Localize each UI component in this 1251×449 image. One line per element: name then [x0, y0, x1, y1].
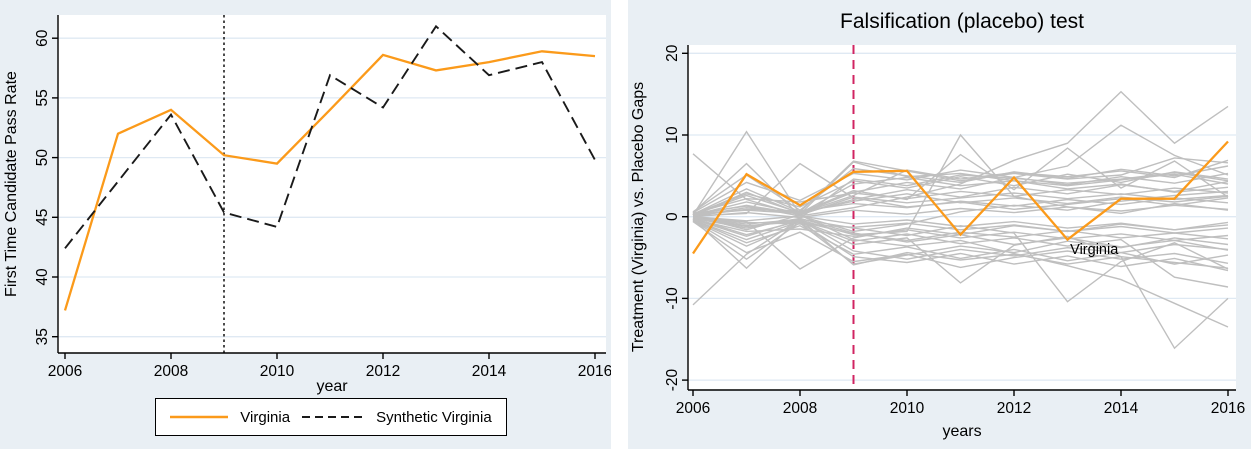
y-tick-label: 20	[664, 44, 681, 62]
y-tick-label: 55	[34, 89, 51, 106]
placebo-line	[692, 176, 1229, 216]
placebo-line	[692, 218, 1229, 260]
pass-rate-series-layer	[63, 24, 596, 311]
synthetic-virginia-line	[64, 24, 596, 249]
legend-label-synthetic: Synthetic Virginia	[376, 408, 492, 426]
placebo-line	[692, 159, 1229, 216]
x-tick-label: 2014	[1104, 400, 1139, 417]
x-tick-label: 2008	[783, 400, 817, 417]
x-tick-label: 2012	[366, 363, 400, 380]
placebo-title: Falsification (placebo) test	[840, 10, 1084, 33]
pass-rate-plot-area	[58, 15, 606, 353]
placebo-line	[692, 157, 1229, 215]
y-tick-label: 35	[34, 328, 51, 345]
placebo-line	[692, 204, 1229, 219]
y-tick-label: 45	[34, 209, 51, 226]
virginia-line	[63, 50, 596, 311]
placebo-line	[692, 130, 1229, 216]
placebo-axes-layer: -20 -10 0 10 20 2006 2008 2010 2012 2014 2016	[664, 44, 1245, 417]
y-tick-label: -10	[664, 287, 681, 310]
x-tick-label: 2016	[578, 363, 611, 380]
placebo-xlabel: years	[942, 423, 981, 440]
placebo-line	[692, 216, 1229, 242]
x-tick-label: 2006	[676, 400, 710, 417]
x-tick-label: 2008	[154, 363, 188, 380]
pass-rate-axes-layer: 35 40 45 50 55 60 2006 2008 2010 2012 2014 2016	[34, 15, 611, 380]
placebo-line	[692, 214, 1229, 328]
placebo-line	[692, 221, 1229, 272]
legend-sample-virginia	[170, 415, 229, 419]
placebo-line	[692, 165, 1229, 213]
placebo-plot-area	[688, 45, 1236, 390]
placebo-ylabel: Treatment (Virginia) vs. Placebo Gaps	[630, 82, 647, 352]
placebo-svg: -20 -10 0 10 20 2006 2008 2010 2012 2014 2016 Fals…	[630, 10, 1245, 440]
x-tick-label: 2010	[260, 363, 295, 380]
y-tick-label: 50	[34, 149, 51, 167]
pass-rate-grid-layer	[58, 37, 606, 338]
virginia-annotation: Virginia	[1070, 242, 1119, 258]
y-tick-label: -20	[664, 369, 681, 392]
placebo-lines-layer	[692, 90, 1229, 350]
placebo-line	[692, 220, 1229, 269]
x-tick-label: 2016	[1211, 400, 1245, 417]
placebo-line	[692, 124, 1229, 215]
placebo-line	[692, 219, 1229, 265]
placebo-line	[692, 216, 1229, 303]
pass-rate-xlabel: year	[316, 378, 348, 395]
legend-sample-synthetic	[302, 416, 365, 418]
legend: Virginia Synthetic Virginia	[155, 398, 507, 436]
pass-rate-svg: 35 40 45 50 55 60 2006 2008 2010 2012 2014 2016 Fir…	[3, 15, 611, 395]
virginia-gap-line	[692, 140, 1229, 255]
x-tick-label: 2014	[472, 363, 507, 380]
x-tick-label: 2010	[890, 400, 925, 417]
y-tick-label: 0	[664, 212, 681, 221]
y-tick-label: 10	[664, 126, 681, 144]
placebo-grid-layer	[688, 52, 1236, 381]
y-tick-label: 40	[34, 268, 51, 286]
legend-label-virginia: Virginia	[240, 408, 291, 426]
y-tick-label: 60	[34, 29, 51, 47]
pass-rate-panel: 35 40 45 50 55 60 2006 2008 2010 2012 2014 2016 Fir…	[0, 0, 611, 449]
pass-rate-ylabel: First Time Candidate Pass Rate	[3, 71, 20, 297]
x-tick-label: 2006	[48, 363, 82, 380]
placebo-panel: -20 -10 0 10 20 2006 2008 2010 2012 2014 2016 Fals…	[628, 0, 1251, 449]
x-tick-label: 2012	[997, 400, 1031, 417]
placebo-line	[692, 215, 1229, 231]
placebo-line	[692, 187, 1229, 215]
placebo-line	[692, 162, 1229, 217]
